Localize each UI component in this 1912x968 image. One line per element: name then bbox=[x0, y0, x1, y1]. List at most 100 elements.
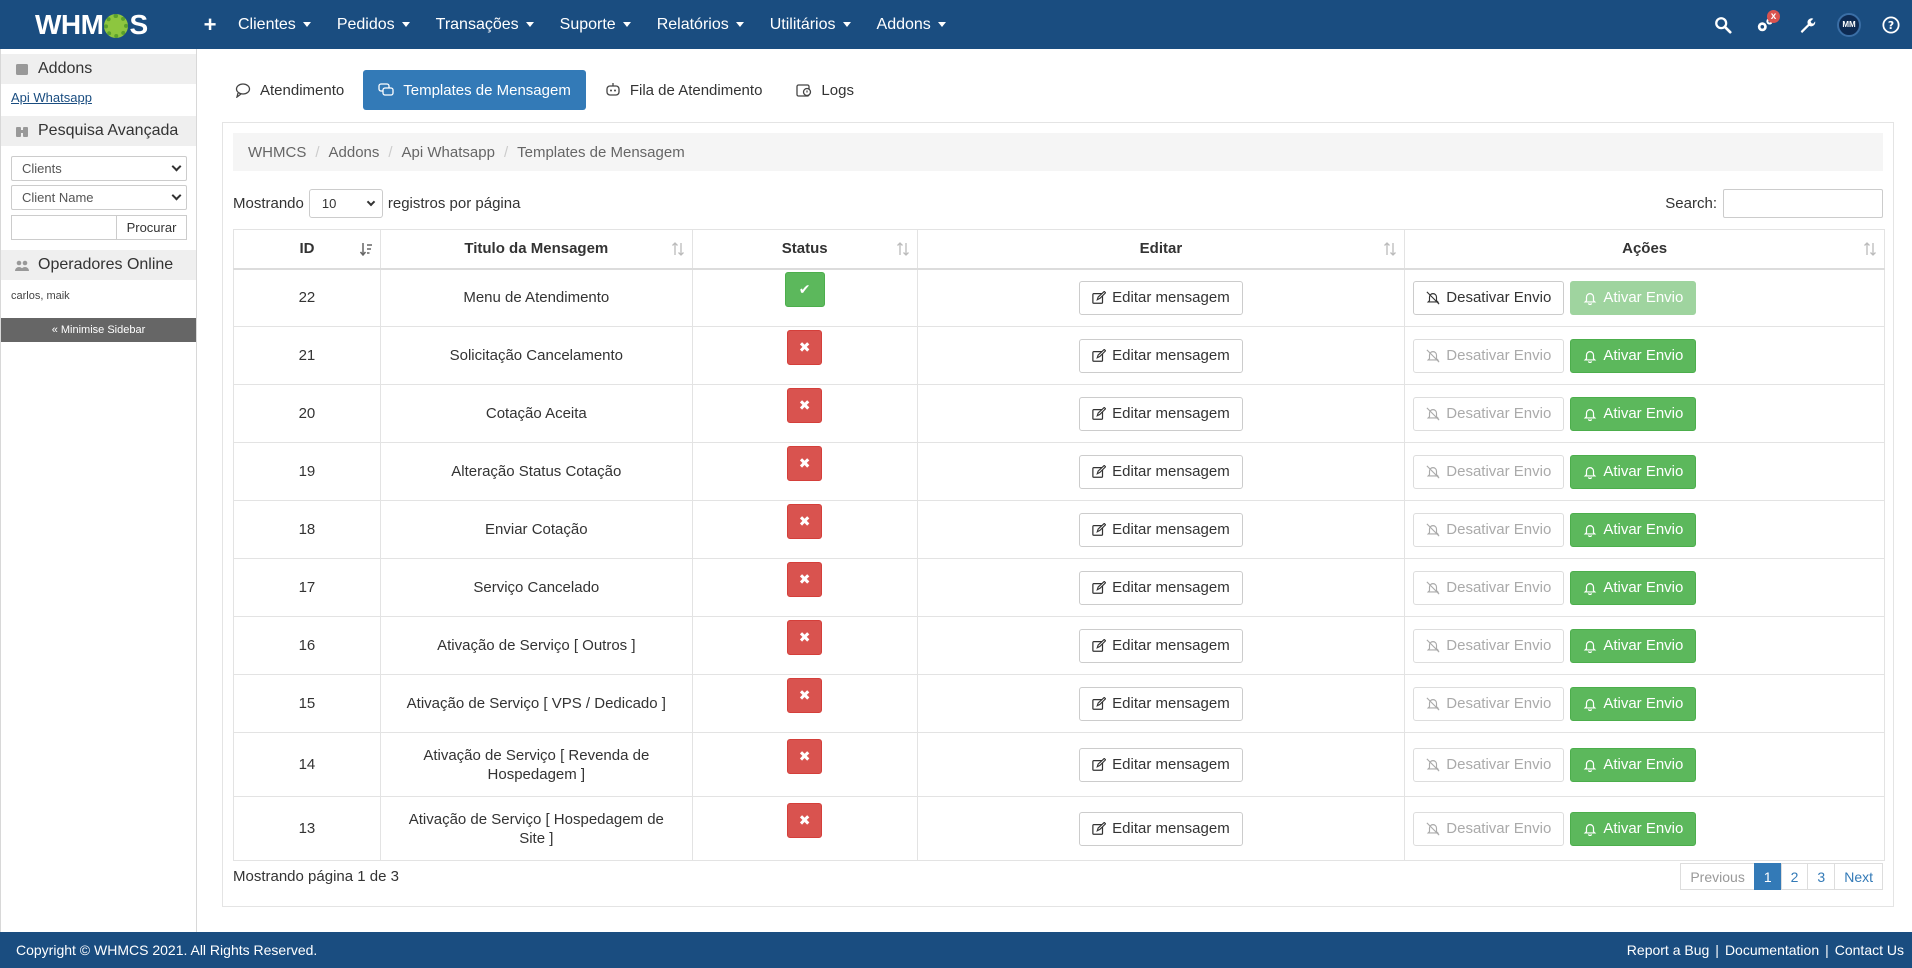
bell-slash-icon bbox=[1426, 348, 1440, 363]
bell-slash-icon bbox=[1426, 580, 1440, 595]
pagination-page-3[interactable]: 3 bbox=[1807, 863, 1836, 890]
cell-title: Ativação de Serviço [ Outros ] bbox=[379, 616, 693, 675]
quick-add-icon[interactable]: + bbox=[203, 11, 217, 37]
whmcs-logo[interactable]: WHM S bbox=[0, 0, 190, 49]
edit-icon bbox=[1092, 757, 1107, 771]
search-field-select[interactable]: Client Name bbox=[11, 185, 187, 210]
activate-send-button[interactable]: Ativar Envio bbox=[1570, 512, 1697, 547]
cell-title: Ativação de Serviço [ Hospedagem de Site… bbox=[379, 796, 693, 861]
edit-message-button[interactable]: Editar mensagem bbox=[1079, 811, 1243, 846]
deactivate-send-button[interactable]: Desativar Envio bbox=[1413, 338, 1565, 373]
sidebar-search-header: Pesquisa Avançada bbox=[1, 116, 196, 146]
breadcrumb-whmcs[interactable]: WHMCS bbox=[248, 143, 307, 161]
cell-edit: Editar mensagem bbox=[916, 326, 1406, 385]
column-header-status[interactable]: Status bbox=[691, 229, 918, 270]
pagination-page-2[interactable]: 2 bbox=[1780, 863, 1809, 890]
edit-icon bbox=[1092, 580, 1107, 594]
wrench-icon[interactable] bbox=[1786, 0, 1828, 49]
bell-icon bbox=[1584, 524, 1597, 537]
deactivate-send-button[interactable]: Desativar Envio bbox=[1413, 686, 1565, 721]
tab-logs[interactable]: Logs bbox=[781, 70, 869, 110]
cell-id: 22 bbox=[233, 268, 381, 327]
search-icon[interactable] bbox=[1702, 0, 1744, 49]
deactivate-send-button[interactable]: Desativar Envio bbox=[1413, 811, 1565, 846]
edit-message-button[interactable]: Editar mensagem bbox=[1079, 628, 1243, 663]
cell-title: Ativação de Serviço [ VPS / Dedicado ] bbox=[379, 674, 693, 733]
main-content: Atendimento Templates de Mensagem Fila d… bbox=[198, 49, 1912, 932]
sidebar-link-api-whatsapp[interactable]: Api Whatsapp bbox=[11, 90, 92, 105]
menu-suporte[interactable]: Suporte bbox=[547, 0, 644, 49]
edit-message-button[interactable]: Editar mensagem bbox=[1079, 747, 1243, 782]
activate-send-button[interactable]: Ativar Envio bbox=[1570, 454, 1697, 489]
deactivate-send-button[interactable]: Desativar Envio bbox=[1413, 454, 1565, 489]
admin-avatar[interactable]: MM bbox=[1828, 0, 1870, 49]
cube-icon bbox=[16, 64, 28, 75]
deactivate-send-button[interactable]: Desativar Envio bbox=[1413, 628, 1565, 663]
table-search-input[interactable] bbox=[1723, 189, 1883, 218]
activate-send-button[interactable]: Ativar Envio bbox=[1570, 811, 1697, 846]
menu-clientes[interactable]: Clientes bbox=[225, 0, 324, 49]
queue-icon bbox=[606, 83, 620, 96]
menu-transacoes[interactable]: Transações bbox=[423, 0, 547, 49]
activate-send-button[interactable]: Ativar Envio bbox=[1570, 338, 1697, 373]
tab-atendimento[interactable]: Atendimento bbox=[220, 70, 359, 110]
activate-send-button[interactable]: Ativar Envio bbox=[1570, 280, 1697, 315]
edit-message-button[interactable]: Editar mensagem bbox=[1079, 686, 1243, 721]
menu-utilitarios[interactable]: Utilitários bbox=[757, 0, 864, 49]
bell-slash-icon bbox=[1426, 291, 1440, 305]
help-icon[interactable]: ? bbox=[1870, 0, 1912, 49]
deactivate-send-button[interactable]: Desativar Envio bbox=[1413, 396, 1565, 431]
deactivate-send-button[interactable]: Desativar Envio bbox=[1413, 747, 1565, 782]
search-type-select[interactable]: Clients bbox=[11, 156, 187, 181]
cell-status: ✖ bbox=[691, 616, 918, 675]
edit-message-button[interactable]: Editar mensagem bbox=[1079, 338, 1243, 373]
edit-message-button[interactable]: Editar mensagem bbox=[1079, 512, 1243, 547]
status-inactive-badge: ✖ bbox=[787, 620, 823, 655]
footer-link-documentation[interactable]: Documentation bbox=[1724, 942, 1820, 958]
edit-message-button[interactable]: Editar mensagem bbox=[1079, 454, 1243, 489]
edit-icon bbox=[1092, 290, 1107, 304]
deactivate-send-button[interactable]: Desativar Envio bbox=[1413, 570, 1565, 605]
activate-send-button[interactable]: Ativar Envio bbox=[1570, 747, 1697, 782]
activate-send-button[interactable]: Ativar Envio bbox=[1570, 396, 1697, 431]
cell-actions: Desativar Envio Ativar Envio bbox=[1404, 384, 1885, 443]
bell-icon bbox=[1584, 640, 1597, 653]
cogs-icon[interactable]: x bbox=[1744, 0, 1786, 49]
edit-message-button[interactable]: Editar mensagem bbox=[1079, 570, 1243, 605]
tab-fila-de-atendimento[interactable]: Fila de Atendimento bbox=[590, 70, 778, 110]
activate-send-button[interactable]: Ativar Envio bbox=[1570, 628, 1697, 663]
deactivate-send-button[interactable]: Desativar Envio bbox=[1413, 512, 1565, 547]
edit-message-button[interactable]: Editar mensagem bbox=[1079, 396, 1243, 431]
svg-text:?: ? bbox=[1888, 19, 1894, 32]
column-header-title[interactable]: Titulo da Mensagem bbox=[379, 229, 693, 270]
tab-templates-de-mensagem[interactable]: Templates de Mensagem bbox=[363, 70, 586, 110]
pagination-page-1[interactable]: 1 bbox=[1753, 863, 1782, 890]
bell-icon bbox=[1584, 698, 1597, 711]
breadcrumb-addons[interactable]: Addons bbox=[328, 143, 380, 161]
activate-send-button[interactable]: Ativar Envio bbox=[1570, 570, 1697, 605]
minimise-sidebar-button[interactable]: « Minimise Sidebar bbox=[1, 318, 196, 342]
cell-actions: Desativar Envio Ativar Envio bbox=[1404, 732, 1885, 797]
column-header-edit[interactable]: Editar bbox=[916, 229, 1406, 270]
menu-relatorios[interactable]: Relatórios bbox=[644, 0, 757, 49]
pagination-next[interactable]: Next bbox=[1834, 863, 1883, 890]
chevron-down-icon bbox=[366, 197, 376, 207]
breadcrumb-api-whatsapp[interactable]: Api Whatsapp bbox=[401, 143, 495, 161]
page-length-select[interactable]: 10 bbox=[308, 189, 383, 218]
sidebar-search-input[interactable] bbox=[11, 215, 116, 240]
column-header-id[interactable]: ID bbox=[233, 229, 381, 270]
templates-panel: WHMCS / Addons / Api Whatsapp / Templates d… bbox=[222, 122, 1894, 907]
table-row: 21 Solicitação Cancelamento ✖ Editar mensag… bbox=[233, 326, 1885, 385]
activate-send-button[interactable]: Ativar Envio bbox=[1570, 686, 1697, 721]
edit-icon bbox=[1092, 696, 1107, 710]
footer-link-report-bug[interactable]: Report a Bug bbox=[1626, 942, 1710, 958]
footer-link-contact[interactable]: Contact Us bbox=[1834, 942, 1904, 958]
menu-pedidos[interactable]: Pedidos bbox=[324, 0, 423, 49]
pagination-previous[interactable]: Previous bbox=[1680, 863, 1755, 890]
column-header-actions[interactable]: Ações bbox=[1404, 229, 1885, 270]
sidebar-search-button[interactable]: Procurar bbox=[116, 215, 187, 240]
top-navbar: WHM S + Clientes Pedidos Transações Supor… bbox=[0, 0, 1912, 49]
deactivate-send-button[interactable]: Desativar Envio bbox=[1413, 280, 1565, 315]
edit-message-button[interactable]: Editar mensagem bbox=[1079, 280, 1243, 315]
menu-addons[interactable]: Addons bbox=[864, 0, 959, 49]
